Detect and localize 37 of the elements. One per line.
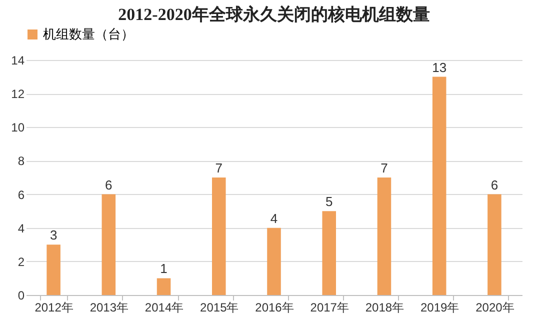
- bar: [432, 76, 446, 295]
- bar: [267, 228, 281, 295]
- y-tick-label: 10: [11, 120, 25, 135]
- y-tick-label: 12: [11, 87, 25, 102]
- x-tick-label: 2019年: [420, 300, 460, 314]
- data-label: 4: [270, 210, 278, 226]
- y-tick-label: 8: [18, 154, 25, 168]
- data-label: 6: [490, 177, 498, 192]
- x-tick-label: 2015年: [200, 300, 239, 314]
- data-label: 5: [325, 194, 333, 210]
- bar: [377, 178, 392, 295]
- bar: [156, 278, 171, 295]
- y-tick-label: 14: [11, 54, 25, 68]
- data-label: 13: [432, 60, 447, 75]
- y-tick-label: 6: [18, 188, 25, 202]
- x-tick-label: 2017年: [310, 300, 349, 314]
- bar: [212, 178, 226, 295]
- legend-label: 机组数量（台）: [43, 26, 134, 42]
- bar: [46, 244, 60, 295]
- data-label: 7: [215, 160, 223, 176]
- x-tick-label: 2014年: [144, 300, 184, 314]
- bar: [488, 194, 502, 295]
- data-label: 3: [50, 228, 58, 243]
- x-tick-label: 2012年: [34, 300, 74, 314]
- x-tick-label: 2013年: [90, 300, 129, 314]
- bar: [102, 194, 116, 295]
- bar: [322, 211, 336, 295]
- x-tick-label: 2020年: [476, 300, 514, 314]
- data-label: 1: [160, 261, 168, 276]
- y-tick-label: 4: [18, 221, 25, 236]
- y-tick-label: 0: [18, 288, 25, 302]
- chart-title: 2012-2020年全球永久关闭的核电机组数量: [118, 5, 430, 24]
- y-tick-label: 2: [18, 254, 25, 269]
- x-tick-label: 2016年: [255, 300, 294, 314]
- x-tick-label: 2018年: [365, 300, 404, 314]
- data-label: 7: [380, 160, 388, 176]
- data-label: 6: [105, 177, 112, 192]
